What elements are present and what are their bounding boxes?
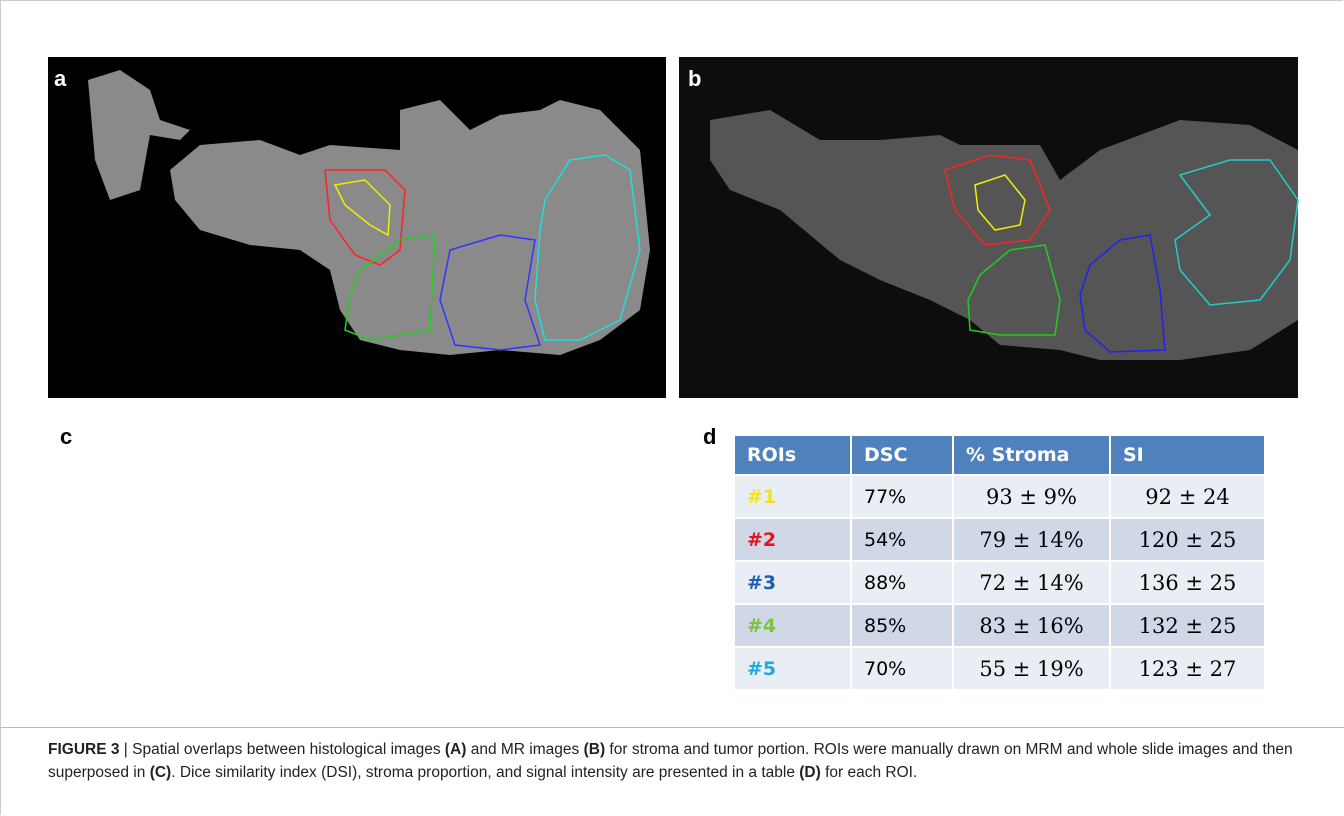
header-row: ROIs DSC % Stroma SI: [735, 436, 1265, 475]
table-cell: #4: [735, 604, 851, 647]
header-cell: ROIs: [735, 436, 851, 475]
table-cell: 77%: [851, 475, 953, 518]
table-cell: #2: [735, 518, 851, 561]
page: a b c d ROIs DSC % Stroma SI #177%93 ± 9…: [0, 0, 1344, 816]
panel-label: d: [703, 424, 716, 450]
table-cell: #3: [735, 561, 851, 604]
table-cell: 79 ± 14%: [953, 518, 1110, 561]
table-cell: #1: [735, 475, 851, 518]
images: [0, 0, 1344, 420]
table-cell: 72 ± 14%: [953, 561, 1110, 604]
header-cell: % Stroma: [953, 436, 1110, 475]
table-cell: 123 ± 27: [1110, 647, 1265, 689]
table-cell: 93 ± 9%: [953, 475, 1110, 518]
table-cell: 136 ± 25: [1110, 561, 1265, 604]
panel-label: b: [688, 66, 701, 92]
panel-label: a: [54, 66, 66, 92]
caption: FIGURE 3 | Spatial overlaps between hist…: [48, 738, 1338, 784]
caption-text: for each ROI.: [821, 764, 917, 781]
caption-label: FIGURE 3: [48, 741, 119, 758]
caption-ref: (A): [445, 741, 467, 758]
panel-label: c: [60, 424, 72, 450]
table-cell: #5: [735, 647, 851, 689]
table-cell: 88%: [851, 561, 953, 604]
table-cell: 92 ± 24: [1110, 475, 1265, 518]
caption-text: | Spatial overlaps between histological …: [119, 741, 444, 758]
table-cell: 70%: [851, 647, 953, 689]
caption-ref: (D): [799, 764, 821, 781]
table-cell: 54%: [851, 518, 953, 561]
table-cell: 83 ± 16%: [953, 604, 1110, 647]
header-cell: SI: [1110, 436, 1265, 475]
caption-text: and MR images: [466, 741, 583, 758]
caption-ref: (C): [150, 764, 172, 781]
header-cell: DSC: [851, 436, 953, 475]
caption-text: . Dice similarity index (DSI), stroma pr…: [171, 764, 799, 781]
divider: [0, 727, 1344, 728]
table-cell: 132 ± 25: [1110, 604, 1265, 647]
table-cell: 85%: [851, 604, 953, 647]
table-cell: 55 ± 19%: [953, 647, 1110, 689]
caption-ref: (B): [584, 741, 606, 758]
table-cell: 120 ± 25: [1110, 518, 1265, 561]
